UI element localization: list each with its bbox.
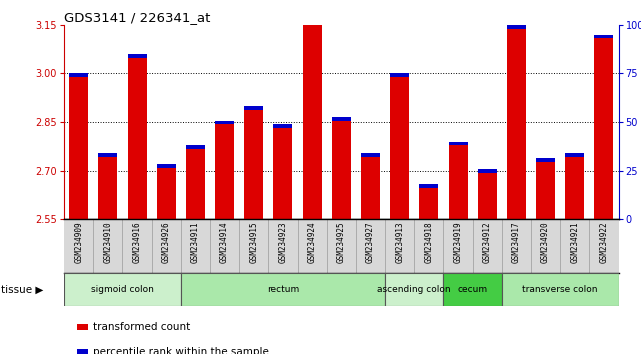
Text: GSM234912: GSM234912	[483, 221, 492, 263]
Bar	[303, 2, 322, 219]
Text: GSM234920: GSM234920	[541, 221, 550, 263]
Bar	[565, 153, 585, 157]
Text: transverse colon: transverse colon	[522, 285, 598, 294]
Bar	[69, 73, 88, 219]
Bar	[274, 124, 292, 128]
Bar	[244, 106, 263, 110]
Bar	[536, 158, 555, 162]
Bar	[361, 153, 380, 219]
Bar	[449, 142, 467, 145]
Text: GSM234910: GSM234910	[103, 221, 112, 263]
Bar	[444, 273, 502, 306]
Bar	[128, 54, 147, 219]
Bar	[303, 2, 322, 6]
Text: GSM234918: GSM234918	[424, 221, 433, 263]
Bar	[215, 120, 234, 124]
Text: GSM234909: GSM234909	[74, 221, 83, 263]
Text: GDS3141 / 226341_at: GDS3141 / 226341_at	[64, 11, 210, 24]
Bar	[332, 117, 351, 121]
Text: GSM234926: GSM234926	[162, 221, 171, 263]
Bar	[128, 54, 147, 58]
Text: GSM234924: GSM234924	[308, 221, 317, 263]
Bar	[98, 153, 117, 219]
Text: GSM234923: GSM234923	[278, 221, 287, 263]
Bar	[507, 25, 526, 219]
Bar	[478, 169, 497, 173]
Text: sigmoid colon: sigmoid colon	[91, 285, 154, 294]
Text: cecum: cecum	[458, 285, 488, 294]
Bar	[244, 106, 263, 219]
Bar	[157, 164, 176, 219]
Text: percentile rank within the sample: percentile rank within the sample	[93, 347, 269, 354]
Text: GSM234915: GSM234915	[249, 221, 258, 263]
Text: GSM234919: GSM234919	[454, 221, 463, 263]
Text: GSM234914: GSM234914	[220, 221, 229, 263]
Text: GSM234917: GSM234917	[512, 221, 521, 263]
Bar	[186, 145, 205, 219]
Bar	[419, 184, 438, 219]
Bar	[449, 142, 467, 219]
Bar	[361, 153, 380, 157]
Bar	[157, 164, 176, 168]
Bar	[536, 158, 555, 219]
Text: transformed count: transformed count	[93, 322, 190, 332]
Text: rectum: rectum	[267, 285, 299, 294]
Bar	[390, 73, 409, 219]
Bar	[186, 145, 205, 149]
Bar	[64, 273, 181, 306]
Bar	[507, 25, 526, 29]
Text: GSM234922: GSM234922	[599, 221, 608, 263]
Text: tissue ▶: tissue ▶	[1, 284, 43, 295]
Bar	[594, 34, 613, 38]
Bar	[419, 184, 438, 188]
Bar	[98, 153, 117, 157]
Bar	[274, 124, 292, 219]
Bar	[385, 273, 444, 306]
Bar	[69, 73, 88, 77]
Text: GSM234911: GSM234911	[191, 221, 200, 263]
Text: GSM234913: GSM234913	[395, 221, 404, 263]
Text: GSM234925: GSM234925	[337, 221, 346, 263]
Bar	[594, 34, 613, 219]
Text: GSM234916: GSM234916	[133, 221, 142, 263]
Text: GSM234927: GSM234927	[366, 221, 375, 263]
Text: ascending colon: ascending colon	[378, 285, 451, 294]
Bar	[332, 117, 351, 219]
Bar	[215, 120, 234, 219]
Bar	[390, 73, 409, 77]
Bar	[181, 273, 385, 306]
Bar	[565, 153, 585, 219]
Bar	[478, 169, 497, 219]
Text: GSM234921: GSM234921	[570, 221, 579, 263]
Bar	[502, 273, 619, 306]
